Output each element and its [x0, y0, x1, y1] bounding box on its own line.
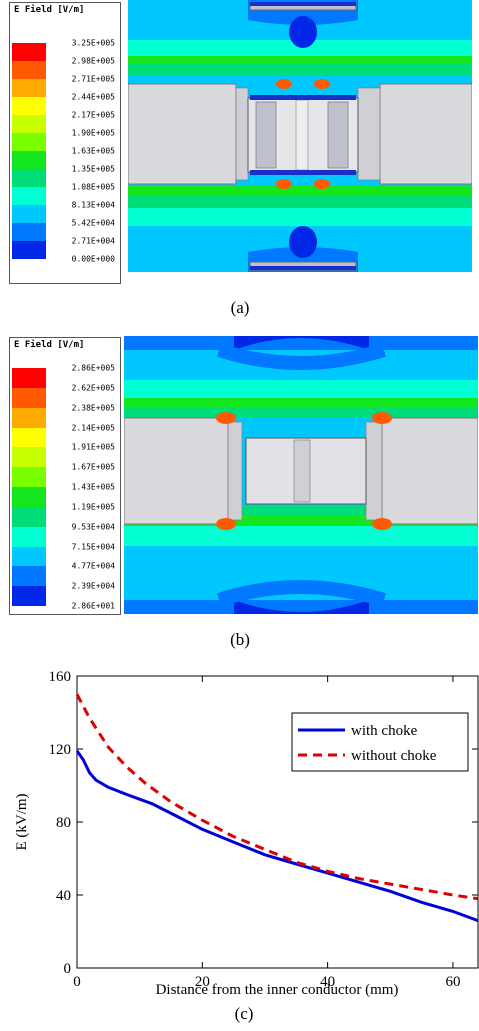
y-tick-label: 40: [56, 888, 71, 904]
legend-level: 2.17E+005: [71, 110, 115, 120]
caption-c: (c): [234, 1004, 254, 1023]
legend-with-choke: with choke: [351, 723, 418, 739]
panel-a-legend: E Field [V/m] 3.25E+005 2.98E+005 2.71E+00…: [9, 2, 121, 284]
legend-level: 8.13E+004: [71, 200, 115, 210]
color-swatch: [12, 187, 46, 205]
color-swatch: [12, 115, 46, 133]
x-tick-label: 0: [73, 974, 81, 990]
color-swatch: [12, 407, 46, 428]
y-tick-label: 0: [64, 961, 72, 977]
color-swatch: [12, 79, 46, 97]
color-swatch: [12, 368, 46, 388]
legend-level: 1.08E+005: [71, 182, 115, 192]
legend-level: 2.71E+005: [71, 74, 115, 84]
y-tick-label: 160: [49, 669, 72, 685]
legend-level: 7.15E+004: [71, 542, 115, 551]
legend-level: 1.91E+005: [71, 442, 115, 452]
color-swatch: [12, 427, 46, 448]
colorscale-b: 2.86E+005 2.62E+005 2.38E+005 2.14E+005 1.91…: [12, 364, 118, 611]
legend-title: E Field [V/m]: [14, 5, 85, 15]
series-line-without-choke: [75, 693, 479, 901]
color-swatch: [12, 566, 46, 587]
color-swatch: [12, 169, 46, 187]
color-swatch: [12, 506, 46, 527]
color-swatch: [12, 467, 46, 488]
legend-level: 2.98E+005: [71, 56, 115, 66]
legend-level: 2.38E+005: [71, 403, 115, 413]
color-swatch: [12, 447, 46, 468]
legend-level: 2.62E+005: [71, 383, 115, 393]
legend-level: 2.86E+001: [71, 601, 115, 611]
panel-a-field-plot: [127, 0, 473, 272]
y-axis-label: E (kV/m): [14, 793, 30, 850]
legend-level: 1.63E+005: [71, 146, 115, 156]
legend-level: 5.42E+004: [71, 218, 115, 228]
panel-b-legend: E Field [V/m] 2.86E+005 2.62E+005 2.38E+00…: [9, 337, 121, 615]
color-swatch: [12, 546, 46, 567]
legend-level: 2.39E+004: [71, 581, 115, 591]
x-tick-label: 20: [195, 974, 210, 990]
legend-title: E Field [V/m]: [14, 340, 85, 350]
color-swatch: [12, 205, 46, 223]
caption-b: (b): [230, 630, 250, 649]
series-line-with-choke: [75, 749, 479, 923]
color-swatch: [12, 586, 46, 607]
legend-level: 1.67E+005: [71, 462, 115, 472]
color-swatch: [12, 241, 46, 259]
y-tick-label: 80: [56, 815, 71, 831]
legend-without-choke: without choke: [351, 748, 437, 764]
color-swatch: [12, 526, 46, 547]
legend-level: 1.19E+005: [71, 502, 115, 512]
legend-level: 1.43E+005: [71, 482, 115, 492]
x-axis-label: Distance from the inner conductor (mm): [156, 982, 399, 998]
color-swatch: [12, 487, 46, 507]
panel-b-field-map: [123, 336, 479, 614]
panel-c-line-chart: 0 20 40 60 0 40 80 120 160 Distance from the inn…: [14, 669, 479, 998]
chart-legend: with choke without choke: [291, 712, 469, 772]
legend-level: 2.14E+005: [71, 423, 115, 432]
legend-level: 2.44E+005: [71, 92, 115, 102]
colorscale-a: 3.25E+005 2.98E+005 2.71E+005 2.44E+005 2.17…: [12, 39, 118, 264]
x-tick-label: 40: [320, 974, 335, 990]
legend-level: 4.77E+004: [71, 561, 115, 571]
y-tick-label: 120: [49, 742, 72, 758]
color-swatch: [12, 61, 46, 79]
panel-b-field-plot: [123, 336, 479, 614]
legend-level: 2.86E+005: [71, 363, 115, 373]
legend-level: 2.71E+004: [71, 236, 115, 246]
panel-a-field-map: [127, 0, 473, 272]
color-swatch: [12, 43, 46, 61]
legend-level: 9.53E+004: [71, 522, 115, 532]
color-swatch: [12, 97, 46, 115]
caption-a: (a): [230, 298, 250, 317]
legend-level: 3.25E+005: [71, 38, 115, 48]
color-swatch: [12, 387, 46, 408]
legend-level: 1.90E+005: [71, 128, 115, 138]
legend-level: 1.35E+005: [71, 164, 115, 174]
color-swatch: [12, 133, 46, 151]
x-tick-label: 60: [445, 974, 460, 990]
color-swatch: [12, 223, 46, 241]
legend-level: 0.00E+000: [71, 254, 115, 264]
color-swatch: [12, 151, 46, 169]
